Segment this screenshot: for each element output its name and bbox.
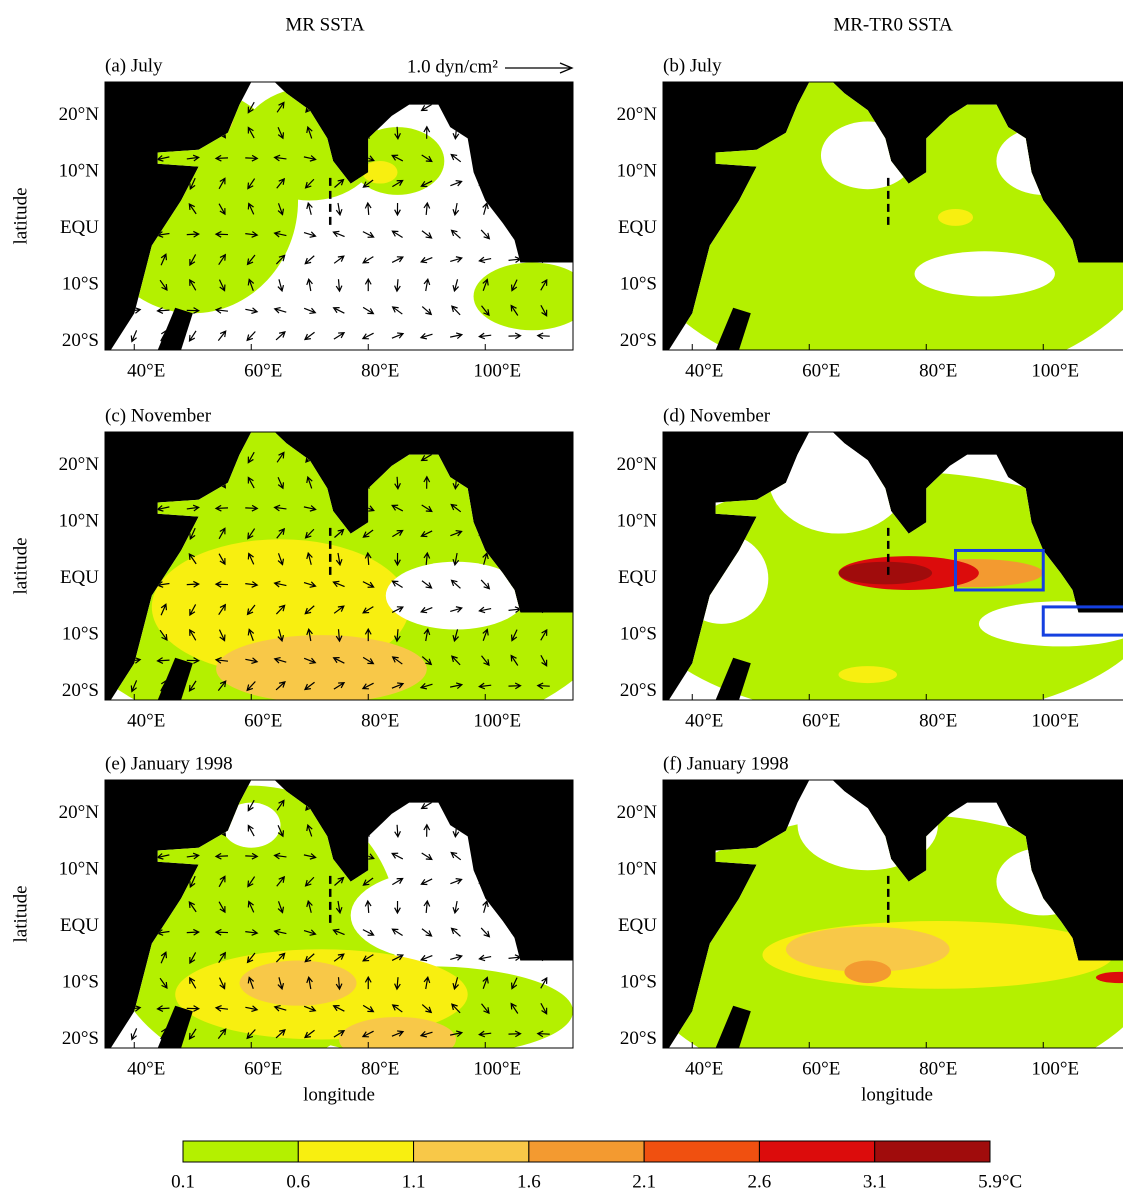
y-axis-title: latitude (10, 538, 31, 595)
y-tick-label: EQU (618, 567, 657, 588)
y-tick-label: 10°N (59, 511, 100, 532)
colorbar-label: 0.6 (286, 1171, 310, 1192)
x-tick-label: 40°E (127, 360, 165, 381)
y-tick-label: 20°N (617, 454, 658, 475)
x-tick-label: 100°E (1031, 360, 1079, 381)
y-tick-label: EQU (618, 217, 657, 238)
x-tick-label: 100°E (473, 360, 521, 381)
colorbar-label: 2.6 (748, 1171, 772, 1192)
x-tick-label: 40°E (127, 710, 165, 731)
x-tick-label: 60°E (244, 360, 282, 381)
colorbar-label: 1.6 (517, 1171, 541, 1192)
x-tick-label: 80°E (361, 710, 399, 731)
colorbar-segment (183, 1141, 298, 1162)
colorbar-unit: °C (1002, 1171, 1022, 1192)
y-tick-label: 10°N (617, 511, 658, 532)
x-tick-label: 80°E (361, 360, 399, 381)
reference-vector-label: 1.0 dyn/cm² (407, 56, 498, 77)
x-tick-label: 60°E (802, 360, 840, 381)
x-tick-label: 80°E (919, 1058, 957, 1079)
panel-label: (a) July (105, 55, 163, 76)
sst-region (839, 562, 933, 585)
y-tick-label: 10°S (62, 623, 99, 644)
y-tick-label: EQU (60, 567, 99, 588)
x-tick-label: 100°E (473, 710, 521, 731)
x-tick-label: 80°E (919, 360, 957, 381)
panel-label: (f) January 1998 (663, 753, 789, 774)
y-axis-title: latitude (10, 886, 31, 943)
x-tick-label: 40°E (127, 1058, 165, 1079)
column-title: MR SSTA (285, 14, 365, 35)
sst-region (339, 1017, 456, 1062)
x-tick-label: 40°E (685, 1058, 723, 1079)
y-tick-label: 10°N (617, 161, 658, 182)
y-tick-label: 10°N (59, 161, 100, 182)
y-tick-label: 20°S (620, 1028, 657, 1049)
colorbar-segment (759, 1141, 874, 1162)
x-tick-label: 100°E (473, 1058, 521, 1079)
panel-label: (c) November (105, 405, 212, 426)
panel-label: (e) January 1998 (105, 753, 233, 774)
sst-region (839, 666, 898, 683)
colorbar-label: 5.9 (978, 1171, 1002, 1192)
colorbar-segment (875, 1141, 990, 1162)
y-tick-label: 10°S (620, 623, 657, 644)
sst-region (938, 209, 973, 226)
y-tick-label: EQU (60, 217, 99, 238)
x-tick-label: 60°E (802, 1058, 840, 1079)
x-tick-label: 80°E (919, 710, 957, 731)
x-tick-label: 60°E (244, 710, 282, 731)
colorbar-label: 0.1 (171, 1171, 195, 1192)
colorbar-segment (529, 1141, 644, 1162)
y-tick-label: 20°S (62, 330, 99, 351)
sst-region (915, 251, 1055, 296)
colorbar-label: 1.1 (402, 1171, 426, 1192)
y-tick-label: 10°N (59, 859, 100, 880)
x-tick-label: 100°E (1031, 710, 1079, 731)
y-tick-label: 20°N (59, 454, 100, 475)
panel-label: (b) July (663, 55, 722, 76)
sst-region (844, 961, 891, 984)
x-axis-title: longitude (861, 1084, 933, 1105)
y-tick-label: 20°S (62, 680, 99, 701)
y-tick-label: 20°N (59, 802, 100, 823)
figure: MR SSTA MR-TR0 SSTA 1.0 dyn/cm² (a) July… (0, 0, 1123, 1193)
x-axis-title: longitude (303, 1084, 375, 1105)
colorbar-segment (414, 1141, 529, 1162)
colorbar-label: 3.1 (863, 1171, 887, 1192)
colorbar-label: 2.1 (632, 1171, 656, 1192)
x-tick-label: 40°E (685, 710, 723, 731)
x-tick-label: 60°E (244, 1058, 282, 1079)
colorbar-segment (298, 1141, 413, 1162)
y-tick-label: 10°S (620, 273, 657, 294)
y-tick-label: 20°S (62, 1028, 99, 1049)
y-tick-label: EQU (618, 915, 657, 936)
colorbar-segment (644, 1141, 759, 1162)
y-tick-label: 10°S (62, 273, 99, 294)
y-tick-label: 20°S (620, 680, 657, 701)
y-tick-label: 20°N (617, 104, 658, 125)
y-axis-title: latitude (10, 188, 31, 245)
y-tick-label: 10°S (62, 971, 99, 992)
x-tick-label: 80°E (361, 1058, 399, 1079)
y-tick-label: 20°S (620, 330, 657, 351)
x-tick-label: 40°E (685, 360, 723, 381)
x-tick-label: 60°E (802, 710, 840, 731)
y-tick-label: EQU (60, 915, 99, 936)
column-title: MR-TR0 SSTA (833, 14, 953, 35)
y-tick-label: 10°S (620, 971, 657, 992)
y-tick-label: 10°N (617, 859, 658, 880)
y-tick-label: 20°N (59, 104, 100, 125)
sst-region (216, 635, 427, 703)
y-tick-label: 20°N (617, 802, 658, 823)
x-tick-label: 100°E (1031, 1058, 1079, 1079)
panel-label: (d) November (663, 405, 771, 426)
